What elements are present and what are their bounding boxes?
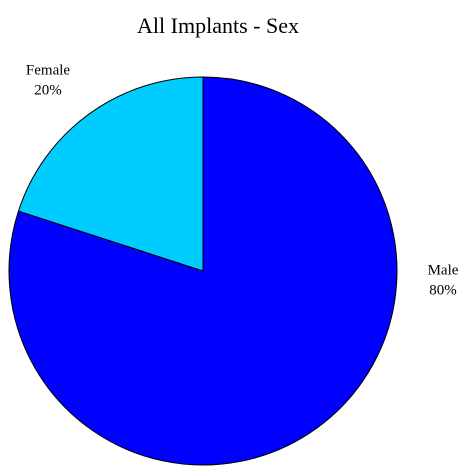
slice-label: Female [26, 62, 70, 78]
slice-label: Male [428, 262, 459, 278]
chart-title: All Implants - Sex [137, 13, 299, 38]
slice-value-label: 80% [429, 282, 457, 298]
slice-value-label: 20% [34, 82, 62, 98]
pie-slice [17, 76, 204, 272]
